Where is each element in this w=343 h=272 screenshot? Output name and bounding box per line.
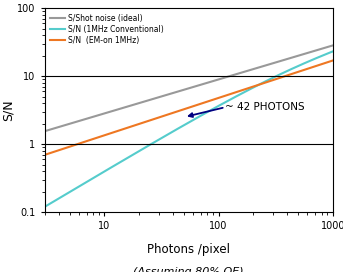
S/N  (EM-on 1MHz) (214, 97, 218, 100)
S/N  (EM-on 1MHz) (43, 153, 47, 156)
S/N (1MHz Conventional) (43, 205, 47, 209)
Line: S/N  (EM-on 1MHz): S/N (EM-on 1MHz) (45, 61, 333, 155)
S/N  (EM-on 1MHz) (324, 61, 328, 64)
S/Shot noise (ideal) (181, 88, 185, 92)
S/Shot noise (ideal) (199, 83, 203, 86)
S/Shot noise (ideal) (331, 44, 335, 47)
S/N (1MHz Conventional) (331, 50, 335, 53)
S/Shot noise (ideal) (214, 79, 218, 82)
S/N (1MHz Conventional) (324, 52, 328, 56)
S/N  (EM-on 1MHz) (331, 59, 335, 62)
S/N (1MHz Conventional) (279, 72, 283, 76)
S/N  (EM-on 1MHz) (179, 109, 184, 112)
Y-axis label: S/N: S/N (1, 99, 14, 121)
S/Shot noise (ideal) (279, 59, 283, 63)
Text: ~ 42 PHOTONS: ~ 42 PHOTONS (225, 102, 305, 112)
Line: S/Shot noise (ideal): S/Shot noise (ideal) (45, 45, 333, 131)
S/Shot noise (ideal) (43, 129, 47, 133)
S/N (1MHz Conventional) (181, 124, 185, 127)
S/N  (EM-on 1MHz) (279, 76, 283, 79)
Text: Photons /pixel: Photons /pixel (147, 243, 230, 256)
S/N  (EM-on 1MHz) (181, 108, 185, 111)
S/N (1MHz Conventional) (179, 125, 184, 128)
Legend: S/Shot noise (ideal), S/N (1MHz Conventional), S/N  (EM-on 1MHz): S/Shot noise (ideal), S/N (1MHz Conventi… (48, 12, 166, 47)
S/N (1MHz Conventional) (199, 114, 203, 118)
Line: S/N (1MHz Conventional): S/N (1MHz Conventional) (45, 51, 333, 207)
S/N  (EM-on 1MHz) (199, 102, 203, 106)
S/N (1MHz Conventional) (214, 106, 218, 109)
S/Shot noise (ideal) (179, 89, 184, 92)
Text: (Assuming 80% QE): (Assuming 80% QE) (133, 267, 244, 272)
S/Shot noise (ideal) (324, 46, 328, 49)
